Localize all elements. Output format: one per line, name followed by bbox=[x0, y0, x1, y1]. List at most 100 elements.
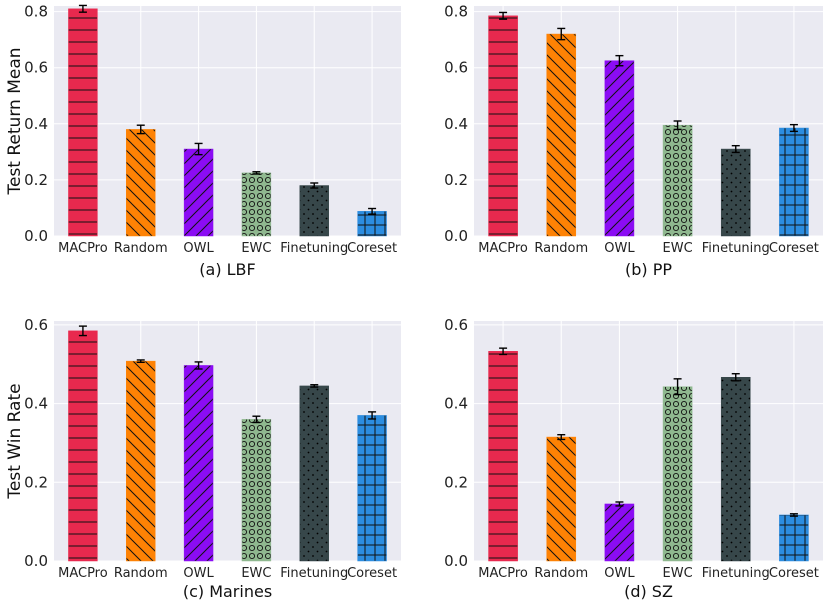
bar-ewc bbox=[241, 172, 272, 237]
error-bar-finetuning bbox=[731, 373, 740, 382]
x-tick-label: Coreset bbox=[347, 241, 397, 256]
bar-random bbox=[126, 129, 156, 237]
error-bar-coreset bbox=[368, 411, 377, 420]
y-tick-label: 0.0 bbox=[24, 227, 48, 245]
x-tick-label: OWL bbox=[183, 566, 214, 581]
y-tick-label: 0.6 bbox=[24, 316, 48, 334]
plot-area bbox=[474, 321, 823, 561]
bar-random bbox=[546, 436, 577, 562]
x-tick-label: Random bbox=[534, 241, 588, 256]
y-tick-label: 0.6 bbox=[24, 59, 48, 77]
x-tick-label: Finetuning bbox=[702, 566, 770, 581]
chart-panel-1: 0.0 0.2 0.4 0.6 0.8 MACPro Random OWL EWC Finetun… bbox=[5, 3, 401, 279]
chart-panel-4: 0.0 0.2 0.4 0.6 MACPro Random OWL EWC Finetuning… bbox=[444, 316, 823, 601]
y-tick-label: 0.0 bbox=[444, 227, 468, 245]
bar-owl bbox=[604, 503, 635, 562]
bar-ewc bbox=[662, 124, 693, 237]
error-bar-random bbox=[557, 27, 566, 41]
chart-panel-3: 0.0 0.2 0.4 0.6 MACPro Random OWL EWC Finetuning… bbox=[5, 316, 401, 601]
x-tick-label: Coreset bbox=[347, 566, 397, 581]
x-tick-label: OWL bbox=[604, 566, 635, 581]
bar-macpro bbox=[488, 15, 518, 237]
bar-finetuning bbox=[299, 385, 329, 562]
x-tick-label: Finetuning bbox=[702, 241, 770, 256]
y-tick-label: 0.8 bbox=[24, 3, 48, 21]
chart-panel-2: 0.0 0.2 0.4 0.6 0.8 MACPro Random OWL EWC Finetun… bbox=[444, 3, 823, 279]
y-tick-label: 0.2 bbox=[24, 171, 48, 189]
x-tick-label: EWC bbox=[241, 241, 271, 256]
y-tick-label: 0.4 bbox=[444, 115, 468, 133]
bar-coreset bbox=[357, 211, 387, 237]
bar-random bbox=[546, 33, 577, 237]
error-bar-finetuning bbox=[731, 144, 740, 154]
x-tick-label: EWC bbox=[663, 566, 693, 581]
y-axis-label: Test Return Mean bbox=[5, 47, 25, 195]
x-tick-label: Random bbox=[534, 566, 588, 581]
bar-owl bbox=[183, 365, 214, 562]
error-bar-macpro bbox=[78, 325, 87, 337]
x-tick-label: OWL bbox=[183, 241, 214, 256]
bar-macpro bbox=[68, 8, 98, 237]
bar-owl bbox=[183, 148, 214, 237]
error-bar-finetuning bbox=[310, 182, 319, 189]
x-tick-label: EWC bbox=[663, 241, 693, 256]
bar-coreset bbox=[779, 127, 809, 237]
y-tick-label: 0.8 bbox=[444, 3, 468, 21]
y-tick-label: 0.4 bbox=[24, 115, 48, 133]
error-bar-ewc bbox=[673, 120, 682, 131]
x-tick-label: MACPro bbox=[478, 566, 528, 581]
plot-area bbox=[54, 6, 401, 236]
bar-finetuning bbox=[299, 185, 329, 237]
error-bar-random bbox=[557, 434, 566, 441]
y-tick-label: 0.2 bbox=[24, 473, 48, 491]
bar-finetuning bbox=[720, 148, 751, 237]
y-axis-label: Test Win Rate bbox=[5, 383, 25, 499]
x-tick-label: MACPro bbox=[478, 241, 528, 256]
bar-macpro bbox=[488, 351, 518, 562]
y-tick-label: 0.4 bbox=[24, 395, 48, 413]
error-bar-owl bbox=[194, 361, 203, 370]
error-bar-random bbox=[136, 124, 145, 135]
error-bar-owl bbox=[615, 54, 624, 67]
y-tick-label: 0.0 bbox=[444, 552, 468, 570]
plot-area bbox=[474, 6, 823, 236]
x-tick-label: Random bbox=[114, 241, 168, 256]
error-bar-ewc bbox=[673, 378, 682, 396]
error-bar-random bbox=[136, 359, 145, 364]
error-bar-coreset bbox=[789, 513, 798, 517]
y-tick-label: 0.0 bbox=[24, 552, 48, 570]
x-tick-label: EWC bbox=[241, 566, 271, 581]
x-tick-label: Finetuning bbox=[280, 241, 348, 256]
subplot-title: (d) SZ bbox=[624, 582, 673, 601]
error-bar-owl bbox=[615, 501, 624, 507]
x-tick-label: OWL bbox=[604, 241, 635, 256]
x-tick-label: Finetuning bbox=[280, 566, 348, 581]
plot-area bbox=[54, 321, 401, 561]
bar-coreset bbox=[779, 514, 809, 562]
y-tick-label: 0.6 bbox=[444, 59, 468, 77]
subplot-title: (b) PP bbox=[625, 260, 672, 279]
error-bar-owl bbox=[194, 142, 203, 156]
error-bar-coreset bbox=[368, 207, 377, 215]
x-tick-label: Coreset bbox=[769, 566, 819, 581]
y-tick-label: 0.6 bbox=[444, 316, 468, 334]
error-bar-macpro bbox=[78, 4, 87, 13]
x-tick-label: Random bbox=[114, 566, 168, 581]
error-bar-coreset bbox=[789, 123, 798, 133]
y-tick-label: 0.2 bbox=[444, 473, 468, 491]
bar-coreset bbox=[357, 415, 387, 562]
subplot-title: (a) LBF bbox=[199, 260, 255, 279]
error-bar-macpro bbox=[499, 11, 508, 20]
bar-ewc bbox=[662, 386, 693, 562]
error-bar-finetuning bbox=[310, 384, 319, 388]
bar-finetuning bbox=[720, 377, 751, 562]
error-bar-ewc bbox=[252, 171, 261, 175]
y-tick-label: 0.4 bbox=[444, 395, 468, 413]
bar-owl bbox=[604, 60, 635, 237]
bar-macpro bbox=[68, 330, 98, 562]
x-tick-label: MACPro bbox=[58, 241, 108, 256]
subplot-title: (c) Marines bbox=[183, 582, 272, 601]
error-bar-macpro bbox=[499, 347, 508, 356]
error-bar-ewc bbox=[252, 415, 261, 424]
